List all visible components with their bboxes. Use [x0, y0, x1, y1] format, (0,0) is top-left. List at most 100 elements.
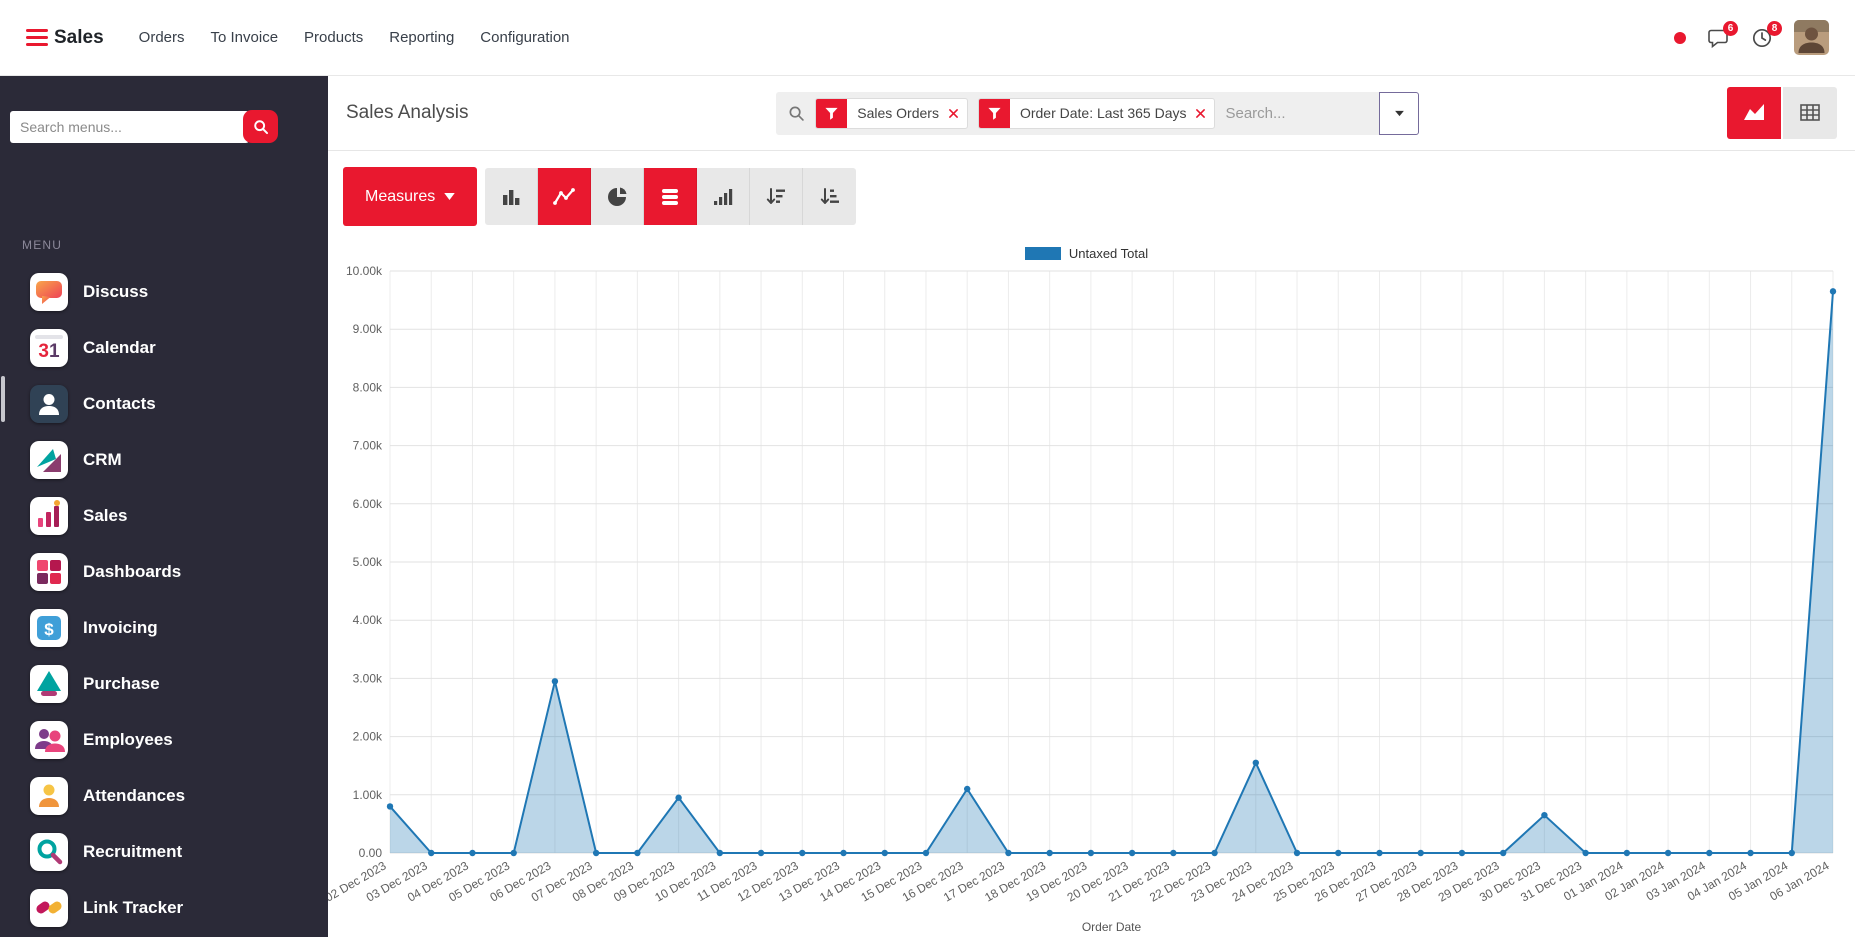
clock-icon — [1752, 28, 1772, 47]
sidebar-menu: Discuss 31 Calendar — [0, 264, 328, 937]
sort-ascending-button[interactable] — [803, 168, 857, 225]
chart-legend[interactable]: Untaxed Total — [1024, 246, 1149, 261]
control-panel: Sales Analysis — [328, 76, 1855, 151]
sidebar-item-crm[interactable]: CRM — [0, 432, 328, 488]
discuss-icon — [30, 273, 68, 311]
legend-label: Untaxed Total — [1068, 246, 1149, 261]
search-input[interactable] — [1225, 104, 1368, 122]
area-chart-icon — [1743, 104, 1764, 120]
graph-view-button[interactable] — [1726, 87, 1781, 139]
nav-to-invoice[interactable]: To Invoice — [210, 29, 279, 46]
link-tracker-icon — [30, 889, 68, 927]
bar-chart-icon — [503, 189, 520, 205]
sidebar-item-label: Link Tracker — [83, 898, 184, 917]
filter-icon — [978, 98, 1010, 128]
sort-descending-icon — [767, 187, 786, 204]
contacts-icon — [30, 385, 68, 423]
sidebar-item-sales[interactable]: Sales — [0, 488, 328, 544]
filter-chip-order-date[interactable]: Order Date: Last 365 Days — [977, 97, 1216, 129]
svg-text:4.00k: 4.00k — [353, 613, 383, 627]
search-box[interactable]: Sales Orders — [776, 91, 1380, 135]
sidebar-item-recruitment[interactable]: Recruitment — [0, 824, 328, 880]
svg-text:10.00k: 10.00k — [346, 265, 383, 278]
remove-filter-icon[interactable] — [949, 108, 967, 118]
sales-analysis-chart[interactable]: 0.00 1.00k 2.00k 3.00k 4.00k 5.00k 6.00k 7.00k 8… — [328, 265, 1845, 937]
sidebar-search-button[interactable] — [243, 110, 278, 143]
crm-icon — [30, 441, 68, 479]
filter-chip-sales-orders[interactable]: Sales Orders — [815, 97, 968, 129]
sidebar-item-label: Discuss — [83, 282, 149, 301]
sidebar-item-link-tracker[interactable]: Link Tracker — [0, 880, 328, 936]
nav-orders[interactable]: Orders — [138, 29, 185, 46]
sidebar-item-contacts[interactable]: Contacts — [0, 376, 328, 432]
activities-button[interactable]: 8 — [1750, 20, 1782, 50]
calendar-icon: 31 — [30, 329, 68, 367]
view-switcher — [1726, 87, 1837, 139]
sidebar-item-label: Contacts — [83, 394, 156, 413]
sidebar-item-label: Invoicing — [83, 618, 158, 637]
sidebar-item-dashboards[interactable]: Dashboards — [0, 544, 328, 600]
legend-swatch — [1024, 247, 1061, 260]
nav-products[interactable]: Products — [304, 29, 364, 46]
sidebar-item-invoicing[interactable]: $ Invoicing — [0, 600, 328, 656]
sidebar-search-input[interactable] — [10, 110, 249, 143]
cumulative-toggle-button[interactable] — [697, 168, 751, 225]
apps-menu-icon[interactable] — [26, 29, 48, 46]
svg-text:2.00k: 2.00k — [353, 730, 383, 744]
pie-chart-icon — [608, 187, 627, 206]
sidebar-item-label: Dashboards — [83, 562, 182, 581]
measures-label: Measures — [365, 187, 436, 205]
svg-text:3.00k: 3.00k — [353, 671, 383, 685]
pie-chart-button[interactable] — [591, 168, 645, 225]
measures-button[interactable]: Measures — [343, 167, 478, 226]
nav-configuration[interactable]: Configuration — [480, 29, 570, 46]
sort-descending-button[interactable] — [750, 168, 804, 225]
top-navigation: Orders To Invoice Products Reporting Con… — [126, 19, 583, 56]
sidebar-item-label: Calendar — [83, 338, 156, 357]
sort-ascending-icon — [820, 187, 839, 204]
sidebar-item-label: Sales — [83, 506, 128, 525]
topbar: Sales Orders To Invoice Products Reporti… — [0, 0, 1855, 76]
svg-text:0.00: 0.00 — [359, 846, 383, 860]
sidebar-item-purchase[interactable]: Purchase — [0, 656, 328, 712]
apps-sidebar: MENU Discuss — [0, 76, 328, 937]
chart-type-buttons — [485, 168, 857, 225]
svg-text:Order Date: Order Date — [1082, 920, 1142, 934]
graph-toolbar: Measures — [328, 151, 1855, 226]
nav-reporting[interactable]: Reporting — [389, 29, 455, 46]
recruitment-icon — [30, 833, 68, 871]
messages-button[interactable]: 6 — [1706, 20, 1738, 50]
stacked-layers-icon — [662, 188, 679, 205]
svg-text:7.00k: 7.00k — [353, 439, 383, 453]
line-chart-button[interactable] — [538, 168, 592, 225]
remove-filter-icon[interactable] — [1196, 108, 1214, 118]
sidebar-item-calendar[interactable]: 31 Calendar — [0, 320, 328, 376]
svg-text:5.00k: 5.00k — [353, 555, 383, 569]
sidebar-item-employees[interactable]: Employees — [0, 712, 328, 768]
svg-text:1.00k: 1.00k — [353, 788, 383, 802]
pivot-view-button[interactable] — [1782, 87, 1837, 139]
search-options-toggle[interactable] — [1379, 91, 1420, 135]
sales-icon — [30, 497, 68, 535]
search-icon — [789, 106, 805, 121]
sidebar-search — [10, 110, 278, 143]
messages-badge: 6 — [1723, 20, 1738, 36]
main-content: Sales Analysis — [328, 76, 1855, 937]
bar-chart-button[interactable] — [485, 168, 539, 225]
app-brand[interactable]: Sales — [54, 26, 104, 48]
chevron-down-icon — [444, 193, 455, 200]
notification-dot — [1674, 31, 1686, 44]
filter-chip-label: Order Date: Last 365 Days — [1019, 105, 1187, 121]
user-avatar[interactable] — [1794, 20, 1829, 55]
svg-text:8.00k: 8.00k — [353, 380, 383, 394]
stacked-toggle-button[interactable] — [644, 168, 698, 225]
sidebar-item-attendances[interactable]: Attendances — [0, 768, 328, 824]
pivot-table-icon — [1800, 104, 1820, 121]
chevron-down-icon — [1394, 110, 1404, 116]
invoicing-icon: $ — [30, 609, 68, 647]
line-chart-icon — [553, 187, 576, 205]
sidebar-item-discuss[interactable]: Discuss — [0, 264, 328, 320]
sidebar-scrollbar-thumb[interactable] — [1, 376, 5, 422]
dashboards-icon — [30, 553, 68, 591]
